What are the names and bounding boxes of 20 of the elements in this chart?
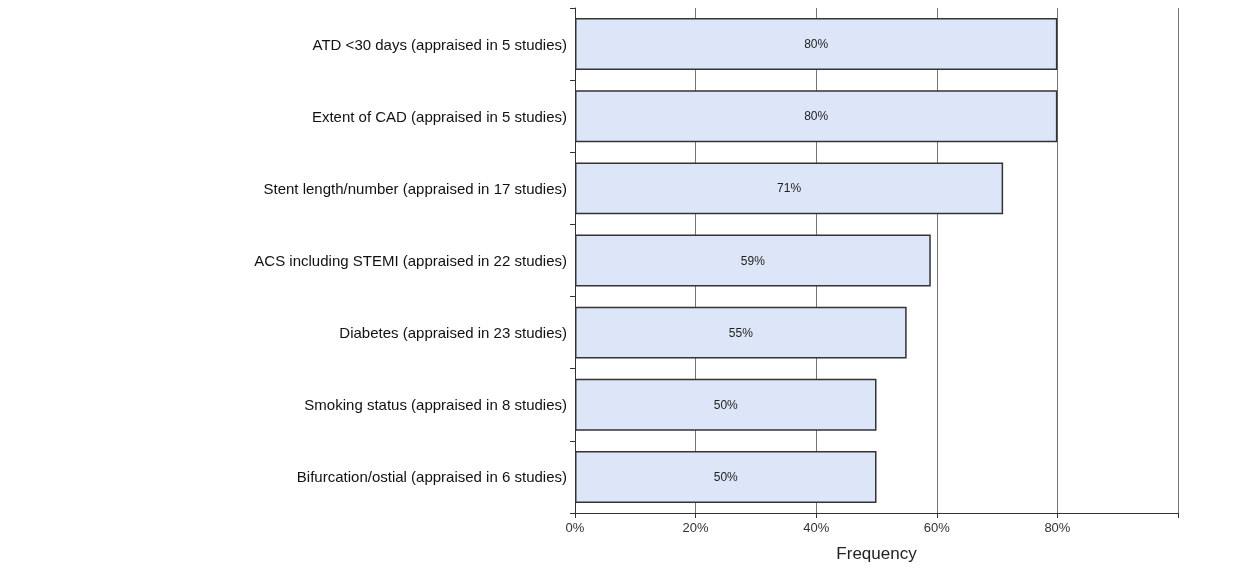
x-tick-label: 20% bbox=[682, 520, 710, 535]
y-tick-label: Extent of CAD (appraised in 5 studies) bbox=[311, 107, 567, 125]
data-label: 80% bbox=[804, 109, 829, 124]
y-tick-label: Bifurcation/ostial (appraised in 6 studies) bbox=[296, 468, 567, 486]
y-tick-label: Diabetes (appraised in 23 studies) bbox=[339, 324, 567, 342]
data-label: 59% bbox=[740, 253, 766, 268]
data-label: 55% bbox=[728, 325, 754, 340]
x-tick-label: 80% bbox=[1044, 520, 1071, 535]
x-tick-label: 60% bbox=[923, 520, 951, 535]
x-axis-title: Frequency bbox=[836, 544, 918, 563]
y-tick-label: Stent length/number (appraised in 17 studies) bbox=[263, 179, 567, 197]
data-label: 50% bbox=[713, 469, 739, 484]
x-tick-label: 0% bbox=[565, 520, 585, 535]
y-tick-label: ATD <30 days (appraised in 5 studies) bbox=[312, 35, 567, 53]
data-label: 71% bbox=[777, 181, 802, 196]
y-tick-label: Smoking status (appraised in 8 studies) bbox=[304, 396, 567, 414]
y-tick-label: ACS including STEMI (appraised in 22 studies) bbox=[254, 252, 567, 269]
data-label: 80% bbox=[804, 37, 829, 52]
x-tick-label: 40% bbox=[803, 520, 830, 535]
data-label: 50% bbox=[713, 397, 739, 412]
